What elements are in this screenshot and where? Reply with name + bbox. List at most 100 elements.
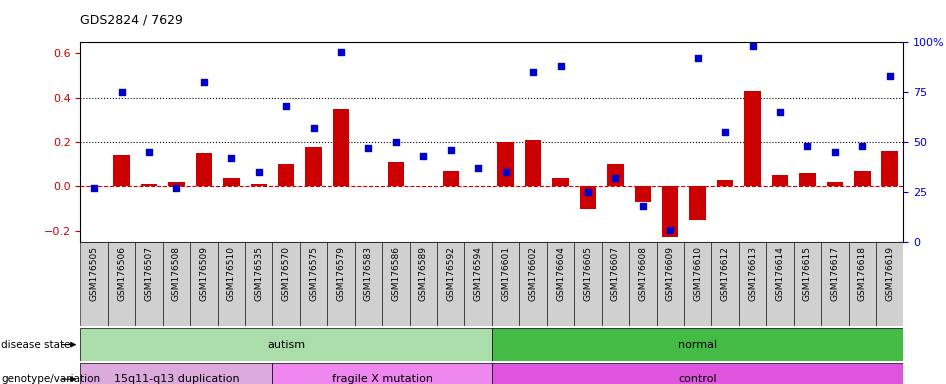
Text: GSM176601: GSM176601 — [501, 246, 510, 301]
Point — [251, 169, 267, 175]
Text: GSM176589: GSM176589 — [419, 246, 428, 301]
Point — [498, 169, 513, 175]
Text: GSM176579: GSM176579 — [337, 246, 345, 301]
Point — [415, 153, 430, 159]
Bar — [80, 363, 272, 384]
Text: GSM176614: GSM176614 — [776, 246, 784, 301]
Point — [854, 143, 869, 149]
Point — [360, 145, 376, 151]
Bar — [272, 242, 300, 326]
Text: GSM176583: GSM176583 — [364, 246, 373, 301]
Bar — [690, 187, 706, 220]
Text: GSM176617: GSM176617 — [831, 246, 839, 301]
Bar — [190, 242, 218, 326]
Point — [223, 155, 238, 161]
Text: 15q11-q13 duplication: 15q11-q13 duplication — [114, 374, 239, 384]
Text: GSM176506: GSM176506 — [117, 246, 126, 301]
Text: GSM176509: GSM176509 — [200, 246, 208, 301]
Text: GSM176510: GSM176510 — [227, 246, 236, 301]
Bar — [272, 363, 492, 384]
Bar — [108, 242, 135, 326]
Text: GSM176615: GSM176615 — [803, 246, 812, 301]
Point — [882, 73, 897, 79]
Bar — [799, 173, 815, 187]
Point — [745, 43, 760, 49]
Bar — [574, 242, 602, 326]
Text: GSM176594: GSM176594 — [474, 246, 482, 301]
Text: GSM176605: GSM176605 — [584, 246, 592, 301]
Bar — [163, 242, 190, 326]
Text: GSM176612: GSM176612 — [721, 246, 729, 301]
Bar — [437, 242, 464, 326]
Text: GSM176609: GSM176609 — [666, 246, 674, 301]
Text: GSM176610: GSM176610 — [693, 246, 702, 301]
Bar — [684, 242, 711, 326]
Bar — [135, 242, 163, 326]
Bar — [388, 162, 404, 187]
Text: autism: autism — [267, 339, 306, 350]
Text: GSM176508: GSM176508 — [172, 246, 181, 301]
Bar — [876, 242, 903, 326]
Point — [141, 149, 156, 155]
Point — [196, 79, 211, 85]
Text: GSM176607: GSM176607 — [611, 246, 620, 301]
Point — [470, 165, 486, 171]
Point — [443, 147, 458, 153]
Bar — [821, 242, 849, 326]
Point — [278, 103, 293, 109]
Bar — [492, 363, 903, 384]
Bar — [464, 242, 492, 326]
Bar — [849, 242, 876, 326]
Text: GSM176586: GSM176586 — [392, 246, 400, 301]
Text: GSM176505: GSM176505 — [90, 246, 98, 301]
Bar — [492, 242, 519, 326]
Bar — [306, 147, 322, 187]
Point — [86, 185, 101, 191]
Text: control: control — [678, 374, 717, 384]
Text: GDS2824 / 7629: GDS2824 / 7629 — [80, 14, 184, 27]
Bar — [739, 242, 766, 326]
Bar — [382, 242, 410, 326]
Text: GSM176602: GSM176602 — [529, 246, 537, 301]
Bar — [882, 151, 898, 187]
Bar — [80, 242, 108, 326]
Bar — [662, 187, 678, 237]
Text: genotype/variation: genotype/variation — [1, 374, 100, 384]
Text: GSM176570: GSM176570 — [282, 246, 290, 301]
Point — [690, 55, 705, 61]
Bar — [251, 184, 267, 187]
Bar — [519, 242, 547, 326]
Bar — [355, 242, 382, 326]
Bar — [223, 177, 239, 187]
Bar — [827, 182, 843, 187]
Bar — [525, 140, 541, 187]
Bar — [607, 164, 623, 187]
Text: fragile X mutation: fragile X mutation — [332, 374, 432, 384]
Text: GSM176592: GSM176592 — [447, 246, 455, 301]
Text: GSM176618: GSM176618 — [858, 246, 867, 301]
Bar — [333, 109, 349, 187]
Bar — [602, 242, 629, 326]
Bar — [114, 156, 130, 187]
Text: GSM176507: GSM176507 — [145, 246, 153, 301]
Bar — [766, 242, 794, 326]
Text: disease state: disease state — [1, 339, 70, 350]
Bar — [498, 142, 514, 187]
Bar — [218, 242, 245, 326]
Bar — [854, 171, 870, 187]
Point — [306, 125, 321, 131]
Point — [580, 189, 595, 195]
Bar — [711, 242, 739, 326]
Text: normal: normal — [678, 339, 717, 350]
Text: GSM176613: GSM176613 — [748, 246, 757, 301]
Bar — [327, 242, 355, 326]
Bar — [168, 182, 184, 187]
Point — [717, 129, 732, 135]
Point — [607, 175, 622, 181]
Text: GSM176604: GSM176604 — [556, 246, 565, 301]
Point — [388, 139, 403, 145]
Bar — [717, 180, 733, 187]
Bar — [443, 171, 459, 187]
Point — [333, 49, 348, 55]
Bar — [278, 164, 294, 187]
